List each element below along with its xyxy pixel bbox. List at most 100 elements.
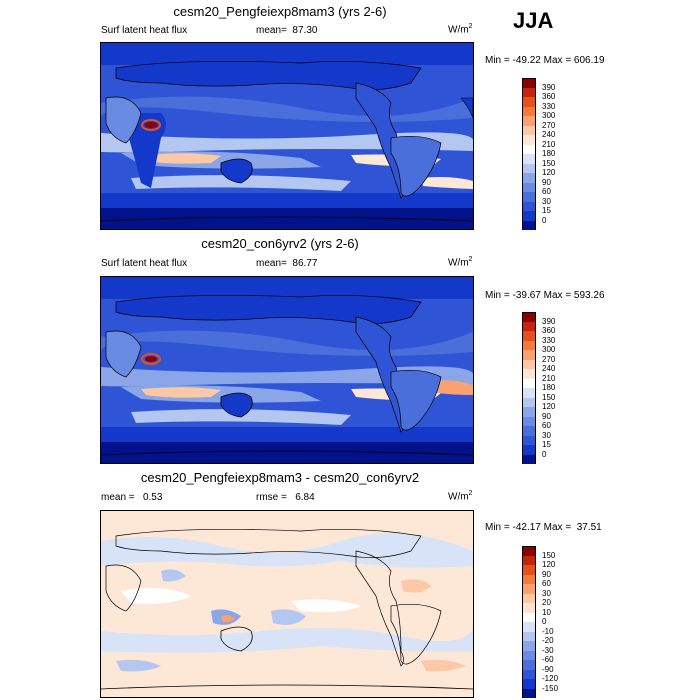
colorbar-swatch	[522, 220, 536, 230]
colorbar-tick-label: 150	[542, 158, 556, 168]
colorbar-swatch	[522, 211, 536, 221]
colorbar-swatch	[522, 340, 536, 350]
colorbar-tick-label: 390	[542, 82, 556, 92]
colorbar-swatch	[522, 369, 536, 379]
colorbar-tick-label: -20	[542, 636, 554, 645]
colorbar-tick-label: 10	[542, 607, 551, 617]
colorbar-tick-label: 210	[542, 139, 556, 149]
colorbar-tick-label: 0	[542, 215, 547, 225]
panel-1-minmax: Min = -49.22 Max = 606.19	[485, 55, 605, 66]
panel-3-colorbar: 150 120 90 60 30 20 10 0 -10 -20 -30 -60 -90 -120 -150	[522, 546, 558, 698]
colorbar-swatch	[522, 182, 536, 192]
colorbar-swatch	[522, 125, 536, 135]
colorbar-swatch	[522, 555, 536, 565]
colorbar-tick-label: -30	[542, 645, 554, 655]
colorbar-tick-label: 360	[542, 92, 556, 101]
colorbar-tick-label: 0	[542, 449, 547, 459]
colorbar-swatch	[522, 565, 536, 575]
colorbar-tick-label: 360	[542, 326, 556, 335]
colorbar-tick-label: 20	[542, 598, 551, 607]
colorbar-swatch	[522, 192, 536, 202]
colorbar-tick-label: 330	[542, 335, 556, 345]
colorbar-tick-label: -120	[542, 674, 559, 683]
panel-2-mean: mean= 86.77	[256, 258, 318, 269]
panel-2-variable-label: Surf latent heat flux	[101, 258, 188, 269]
panel-3-rmse: rmse = 6.84	[256, 492, 315, 503]
colorbar-tick-label: 300	[542, 345, 556, 354]
panel-3-mean: mean = 0.53	[101, 492, 163, 503]
panel-2-title: cesm20_con6yrv2 (yrs 2-6)	[201, 236, 359, 251]
colorbar-tick-label: 15	[542, 440, 551, 449]
colorbar-swatch	[522, 584, 536, 594]
colorbar-swatch	[522, 445, 536, 455]
colorbar-tick-label: 120	[542, 402, 556, 411]
colorbar-swatch	[522, 388, 536, 398]
colorbar-tick-label: 240	[542, 364, 556, 373]
panel-1-variable-label: Surf latent heat flux	[101, 25, 188, 36]
colorbar-tick-label: -10	[542, 626, 554, 636]
colorbar-swatch	[522, 622, 536, 632]
colorbar-swatch	[522, 312, 536, 322]
colorbar-swatch	[522, 97, 536, 107]
colorbar-swatch	[522, 688, 536, 698]
colorbar-swatch	[522, 201, 536, 211]
panel-2-colorbar: 390 360 330 300 270 240 210 180 150 120 90 60 30 15 0	[522, 312, 555, 464]
colorbar-swatch	[522, 135, 536, 145]
colorbar-swatch	[522, 144, 536, 154]
colorbar-swatch	[522, 78, 536, 88]
colorbar-swatch	[522, 641, 536, 651]
colorbar-tick-label: 30	[542, 588, 551, 598]
colorbar-swatch	[522, 331, 536, 341]
colorbar-swatch	[522, 407, 536, 417]
colorbar-tick-label: 90	[542, 177, 551, 187]
colorbar-swatch	[522, 350, 536, 360]
colorbar-tick-label: 30	[542, 430, 551, 440]
colorbar-tick-label: 180	[542, 149, 556, 158]
colorbar-swatch	[522, 603, 536, 613]
panel-3-map	[100, 510, 474, 698]
colorbar-swatch	[522, 435, 536, 445]
colorbar-swatch	[522, 574, 536, 584]
colorbar-swatch	[522, 116, 536, 126]
colorbar-tick-label: -90	[542, 664, 554, 674]
colorbar-swatch	[522, 397, 536, 407]
colorbar-swatch	[522, 660, 536, 670]
panel-2-units: W/m2	[448, 256, 473, 269]
colorbar-tick-label: 390	[542, 316, 556, 326]
colorbar-tick-label: 270	[542, 354, 556, 364]
panel-1-mean: mean= 87.30	[256, 25, 318, 36]
colorbar-tick-label: 90	[542, 411, 551, 421]
colorbar-tick-label: 150	[542, 550, 556, 560]
panel-2-minmax: Min = -39.67 Max = 593.26	[485, 290, 605, 301]
colorbar-tick-label: 120	[542, 168, 556, 177]
panel-2-map	[100, 276, 474, 464]
colorbar-swatch	[522, 163, 536, 173]
colorbar-swatch	[522, 650, 536, 660]
colorbar-tick-label: 0	[542, 617, 547, 626]
colorbar-swatch	[522, 631, 536, 641]
colorbar-swatch	[522, 359, 536, 369]
colorbar-swatch	[522, 416, 536, 426]
colorbar-tick-label: 60	[542, 421, 551, 430]
panel-3-units: W/m2	[448, 490, 473, 503]
panel-1-map	[100, 42, 474, 230]
colorbar-swatch	[522, 546, 536, 556]
colorbar-swatch	[522, 679, 536, 689]
colorbar-tick-label: 240	[542, 130, 556, 139]
colorbar-tick-label: -150	[542, 683, 559, 693]
colorbar-tick-label: 300	[542, 111, 556, 120]
panel-3-title: cesm20_Pengfeiexp8mam3 - cesm20_con6yrv2	[140, 470, 420, 485]
colorbar-tick-label: 90	[542, 569, 551, 579]
colorbar-tick-label: 15	[542, 206, 551, 215]
colorbar-swatch	[522, 173, 536, 183]
colorbar-swatch	[522, 426, 536, 436]
colorbar-tick-label: 180	[542, 383, 556, 392]
panel-1-units: W/m2	[448, 23, 473, 36]
panel-3-minmax: Min = -42.17 Max = 37.51	[485, 522, 602, 533]
panel-1-title: cesm20_Pengfeiexp8mam3 (yrs 2-6)	[173, 4, 387, 19]
colorbar-tick-label: 210	[542, 373, 556, 383]
season-label: JJA	[513, 8, 554, 33]
colorbar-swatch	[522, 154, 536, 164]
colorbar-tick-label: 30	[542, 196, 551, 206]
colorbar-tick-label: 330	[542, 101, 556, 111]
